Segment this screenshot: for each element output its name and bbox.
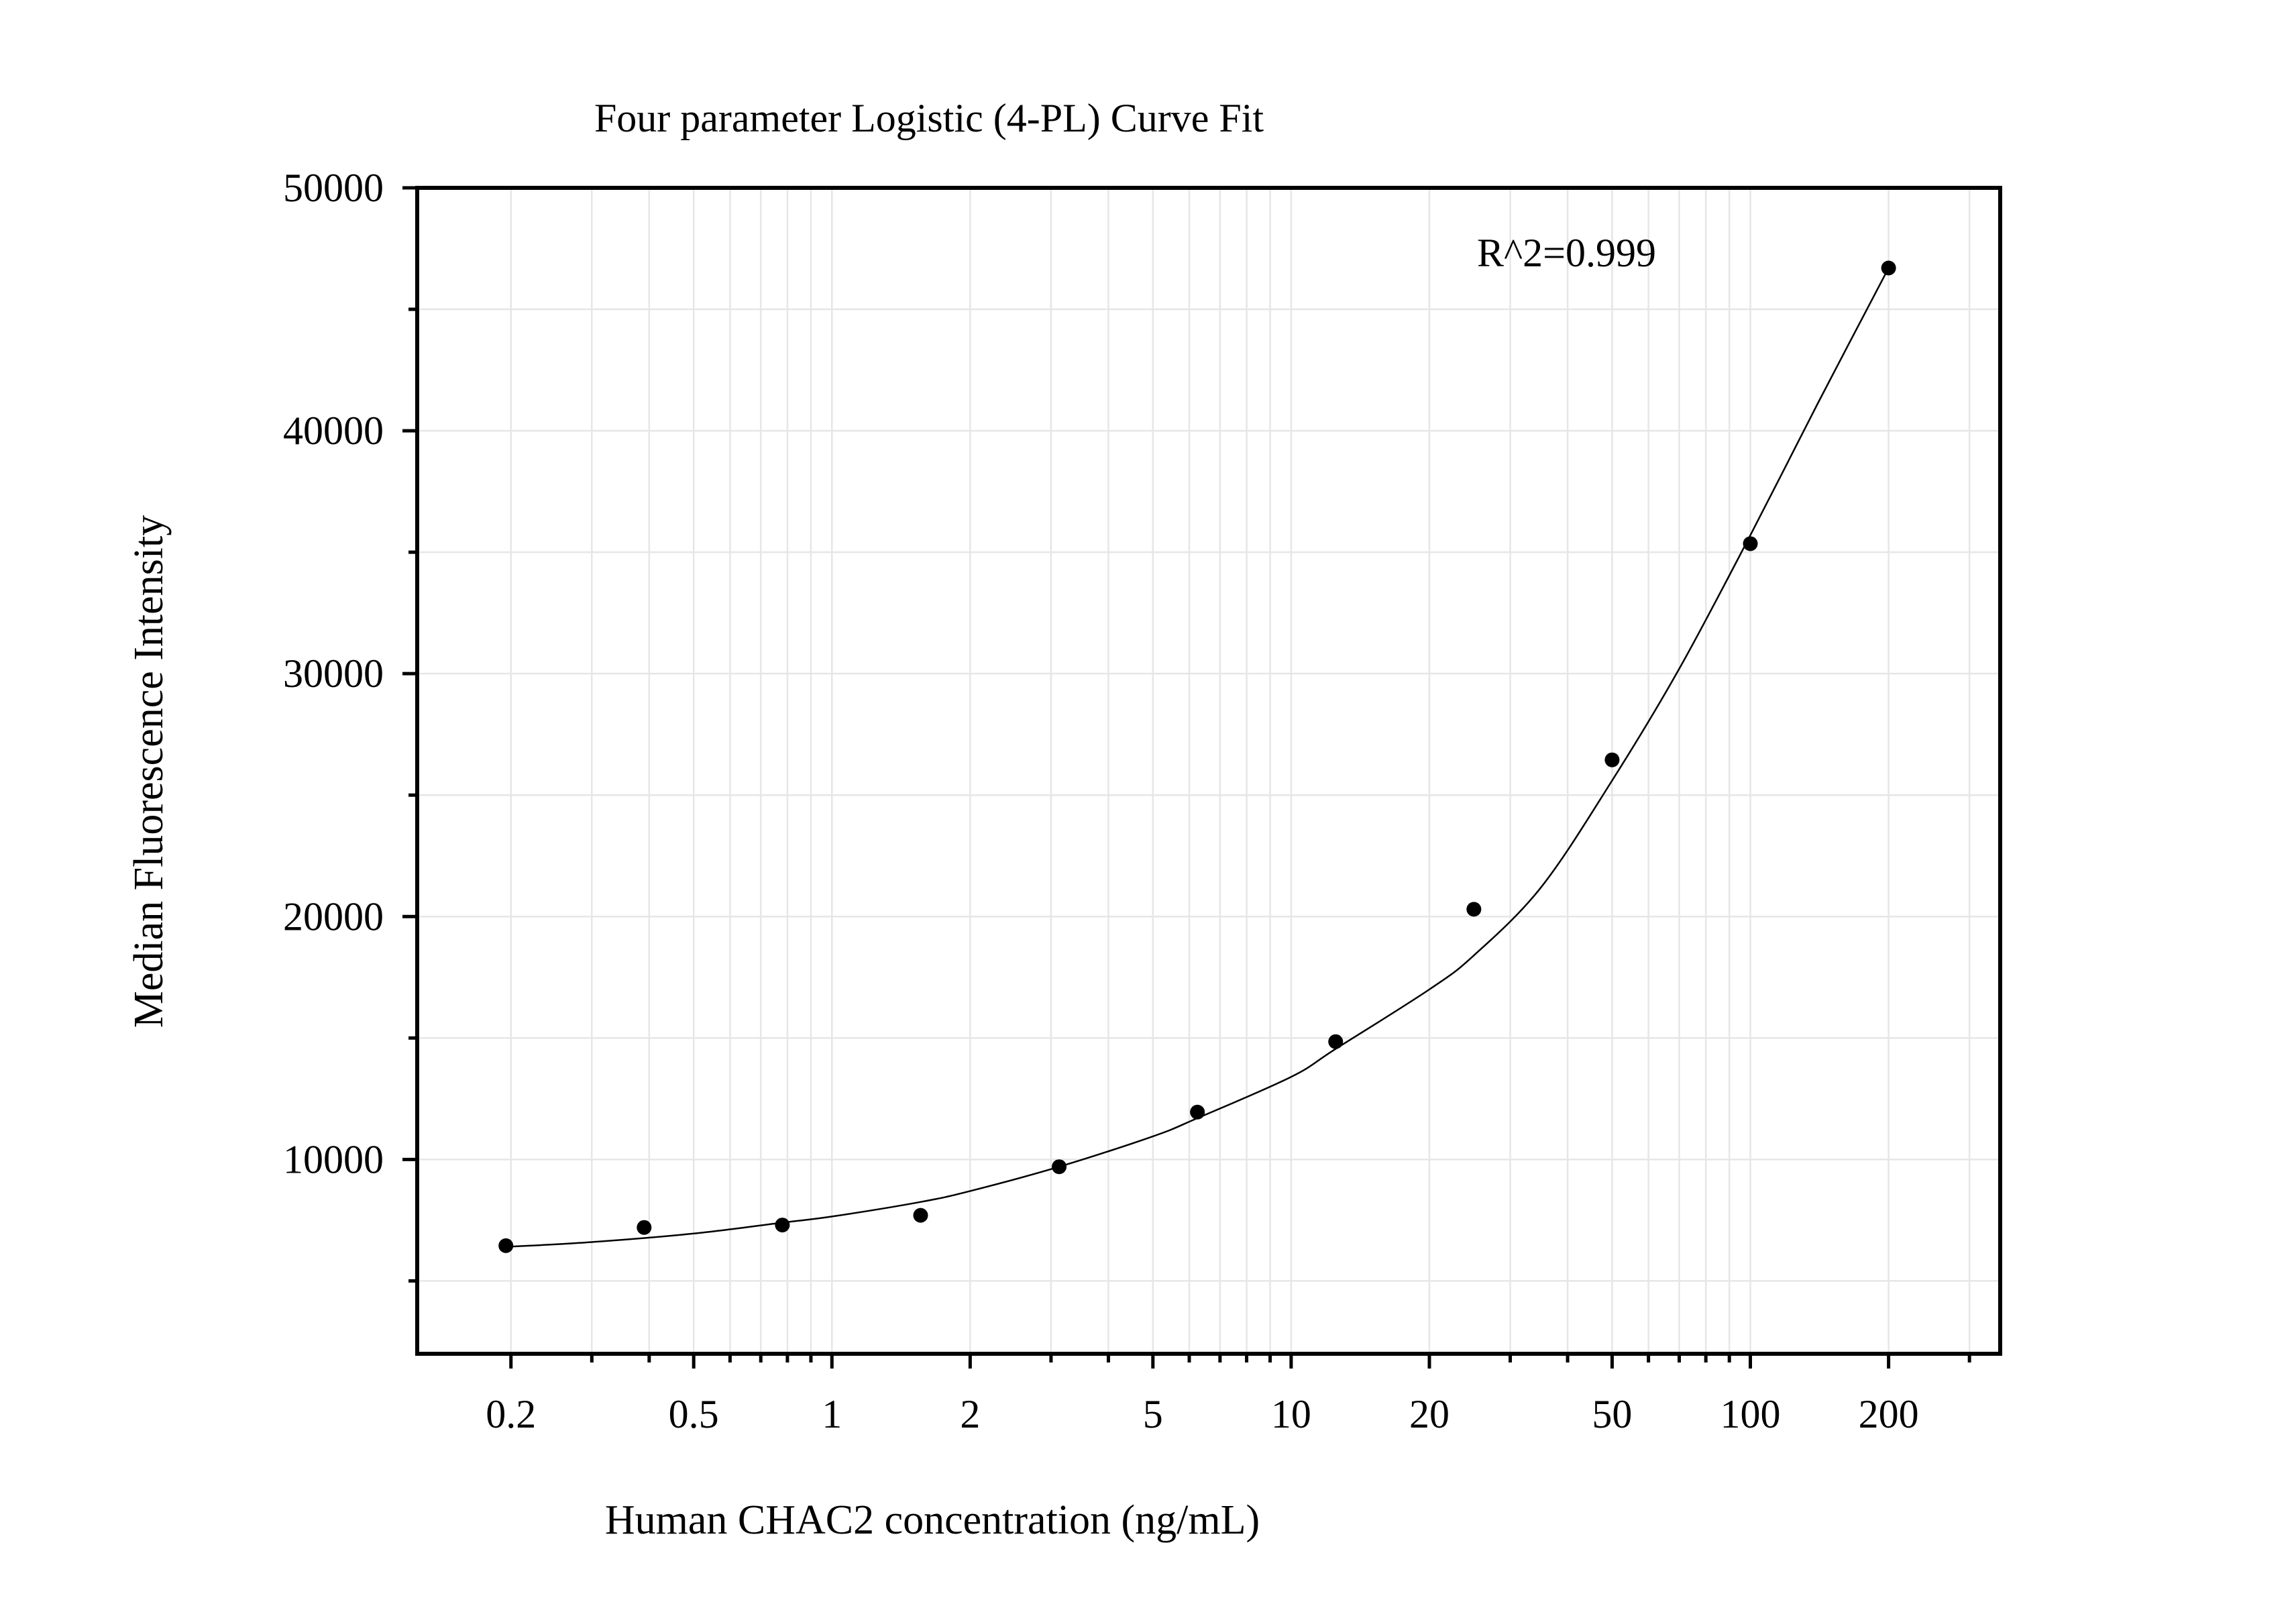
x-tick-label: 200 [1859, 1392, 1919, 1436]
x-tick-label: 2 [960, 1392, 980, 1436]
x-tick-label: 0.5 [669, 1392, 719, 1436]
x-tick-label: 1 [822, 1392, 842, 1436]
y-tick-label: 10000 [283, 1137, 384, 1181]
x-tick-labels: 0.2 0.5 1 2 5 10 20 50 100 200 [486, 1392, 1918, 1436]
data-point [1881, 260, 1896, 276]
r-squared-annotation: R^2=0.999 [1477, 231, 1656, 275]
y-axis-label: Median Fluorescence Intensity [126, 515, 172, 1028]
x-tick-label: 10 [1271, 1392, 1311, 1436]
x-tick-label: 5 [1143, 1392, 1163, 1436]
x-tick-label: 0.2 [486, 1392, 536, 1436]
data-point [775, 1218, 790, 1233]
y-tick-label: 40000 [283, 409, 384, 453]
data-point [1052, 1159, 1067, 1175]
data-point [1190, 1104, 1205, 1120]
x-tick-label: 20 [1409, 1392, 1450, 1436]
y-tick-label: 50000 [283, 166, 384, 210]
data-point [1328, 1034, 1344, 1049]
fit-curve-line [506, 267, 1890, 1248]
data-point [1743, 536, 1758, 551]
data-points-layer [498, 260, 1896, 1253]
plot-frame [415, 186, 2002, 1356]
data-point [1604, 752, 1620, 767]
fit-curve-layer [506, 267, 1890, 1248]
y-tick-label: 30000 [283, 651, 384, 696]
grid-lines [417, 188, 2000, 1354]
x-tick-label: 100 [1720, 1392, 1781, 1436]
y-tick-label: 20000 [283, 894, 384, 939]
chart-title: Four parameter Logistic (4-PL) Curve Fit [594, 96, 1264, 140]
data-point [637, 1220, 652, 1235]
data-point [1466, 902, 1482, 917]
data-point [913, 1208, 928, 1223]
tick-marks [402, 186, 1971, 1369]
y-tick-labels: 10000 20000 30000 40000 50000 [283, 166, 384, 1181]
x-tick-label: 50 [1592, 1392, 1632, 1436]
x-axis-label: Human CHAC2 concentration (ng/mL) [605, 1497, 1260, 1543]
data-point [498, 1238, 514, 1253]
